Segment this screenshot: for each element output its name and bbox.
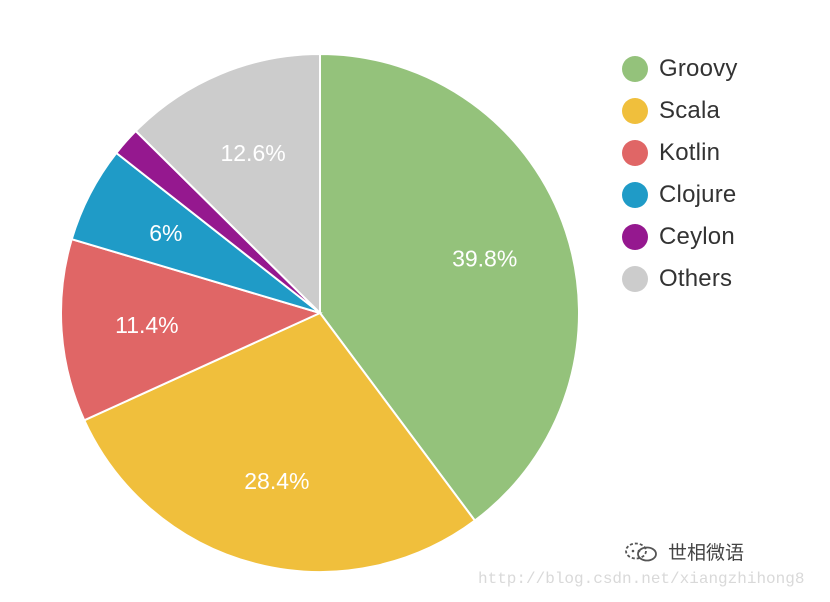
legend-label-scala: Scala: [659, 97, 721, 124]
legend-swatch-kotlin: [622, 140, 648, 166]
legend-label-others: Others: [659, 265, 733, 292]
data-label-kotlin: 11.4%: [115, 312, 179, 338]
legend-label-groovy: Groovy: [659, 55, 738, 82]
account-watermark: 世相微语: [624, 538, 744, 565]
legend-label-kotlin: Kotlin: [659, 139, 721, 166]
legend-item-ceylon: Ceylon: [622, 216, 738, 258]
legend-swatch-groovy: [622, 56, 648, 82]
pie-slice-others: [134, 52, 321, 316]
legend-swatch-scala: [622, 98, 648, 124]
pie-data-labels: 39.8% 28.4% 11.4% 6% 12.6%: [115, 140, 517, 494]
pie-slices: [60, 52, 580, 573]
site-watermark: http://blog.csdn.net/xiangzhihong8: [478, 570, 805, 588]
data-label-others: 12.6%: [220, 140, 285, 166]
data-label-scala: 28.4%: [244, 468, 309, 494]
legend-item-scala: Scala: [622, 90, 738, 132]
data-label-groovy: 39.8%: [452, 245, 517, 271]
chat-bubbles-icon: [625, 542, 657, 561]
legend-swatch-others: [622, 266, 648, 292]
pie-slice-groovy: [319, 52, 580, 523]
account-name: 世相微语: [668, 543, 745, 564]
data-label-clojure: 6%: [149, 220, 182, 246]
legend-label-ceylon: Ceylon: [659, 223, 735, 250]
chart-legend: Groovy Scala Kotlin Clojure Ceylon Other…: [622, 48, 738, 300]
legend-item-groovy: Groovy: [622, 48, 738, 90]
pie-slice-kotlin: [60, 237, 323, 422]
legend-swatch-clojure: [622, 182, 648, 208]
pie-slice-scala: [82, 311, 477, 573]
legend-swatch-ceylon: [622, 224, 648, 250]
legend-item-others: Others: [622, 258, 738, 300]
legend-label-clojure: Clojure: [659, 181, 737, 208]
legend-item-kotlin: Kotlin: [622, 132, 738, 174]
legend-item-clojure: Clojure: [622, 174, 738, 216]
